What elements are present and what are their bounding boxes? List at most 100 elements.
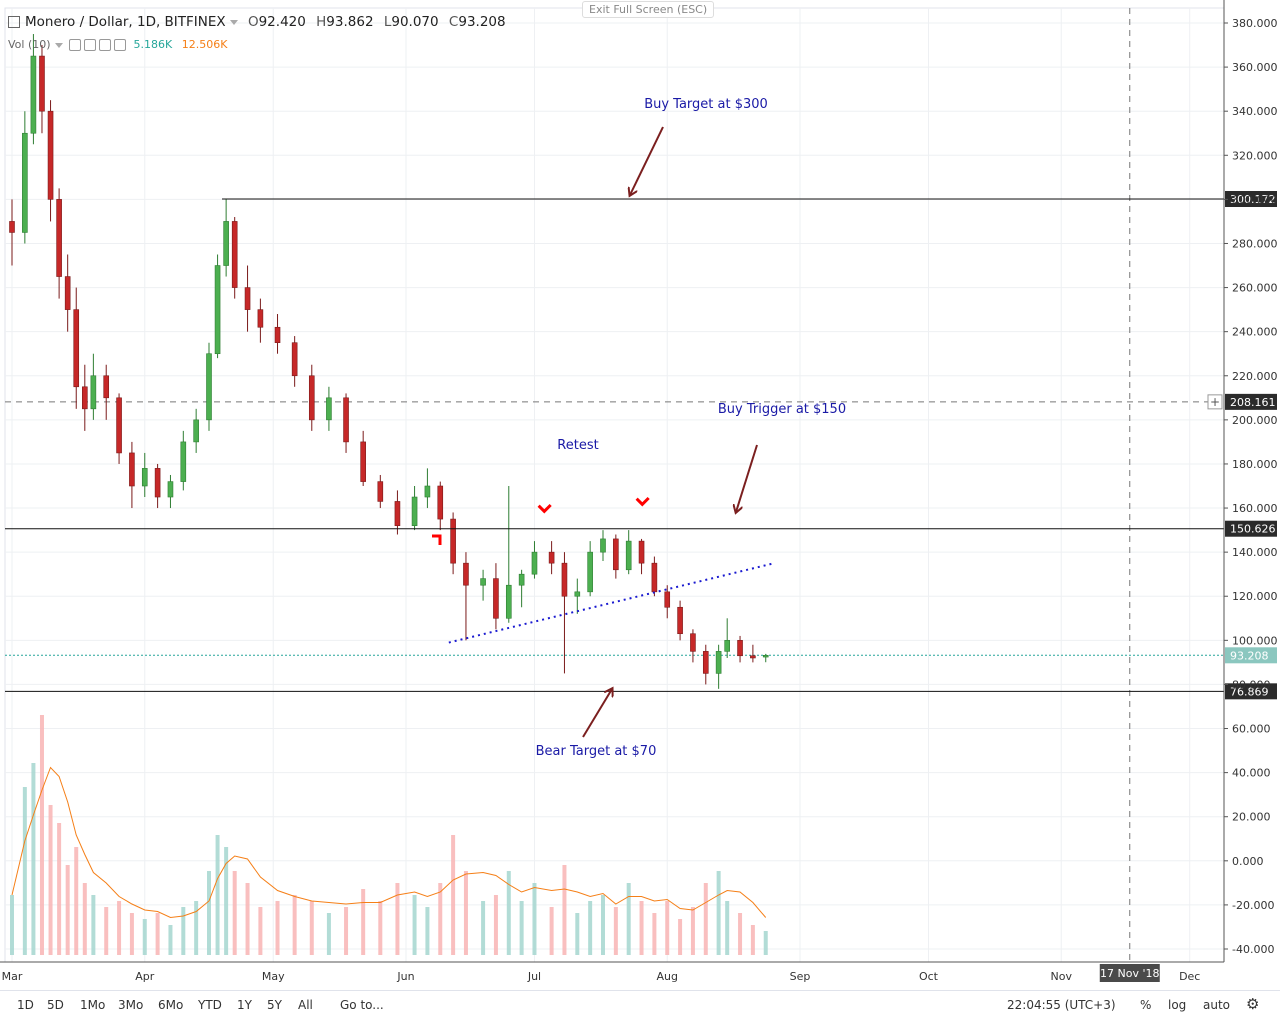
x-tick-label: Apr <box>135 970 155 983</box>
price-label-text: 150.626 <box>1230 523 1276 536</box>
volume-bar <box>39 715 44 955</box>
candle-body <box>291 342 298 377</box>
candle-body <box>193 419 199 443</box>
close-icon[interactable] <box>114 39 127 51</box>
y-tick-label: 0.000 <box>1232 855 1264 868</box>
range-button-all[interactable]: All <box>298 998 313 1012</box>
y-tick-label: 40.000 <box>1232 767 1271 780</box>
candle-body <box>90 375 97 410</box>
candlestick-series <box>9 34 769 689</box>
range-button-1d[interactable]: 1D <box>17 998 34 1012</box>
volume-bar <box>344 907 349 955</box>
volume-ma-value: 12.506K <box>181 38 228 51</box>
volume-bar <box>245 883 250 955</box>
crosshair-date-box <box>1099 964 1160 982</box>
volume-bar <box>10 895 14 955</box>
candle-body <box>480 578 486 586</box>
candle-body <box>664 591 671 608</box>
candle-body <box>715 651 722 674</box>
price-label-text: 93.208 <box>1230 649 1269 662</box>
range-button-5d[interactable]: 5D <box>47 998 64 1012</box>
volume-bar <box>626 883 631 955</box>
range-button-6mo[interactable]: 6Mo <box>158 998 184 1012</box>
volume-bar <box>519 901 524 955</box>
candle-body <box>154 468 161 498</box>
candle-body <box>180 441 187 482</box>
candle-body <box>505 584 512 619</box>
volume-value: 5.186K <box>133 38 173 51</box>
x-tick-label: Jun <box>396 970 414 983</box>
range-button-3mo[interactable]: 3Mo <box>118 998 144 1012</box>
candle-body <box>257 309 264 328</box>
candle-body <box>762 655 769 658</box>
symbol-square-icon[interactable] <box>8 16 20 28</box>
candle-body <box>360 441 366 482</box>
volume-bar <box>378 901 383 955</box>
volume-bar <box>716 871 721 955</box>
candle-body <box>244 287 251 310</box>
volume-bar <box>258 907 263 955</box>
y-tick-label: 140.000 <box>1232 546 1278 559</box>
candle-body <box>424 485 431 498</box>
range-button-5y[interactable]: 5Y <box>267 998 282 1012</box>
volume-bar <box>129 913 134 955</box>
volume-bar <box>481 901 486 955</box>
y-tick-label: 120.000 <box>1232 590 1278 603</box>
candle-body <box>493 578 499 619</box>
y-tick-label: 260.000 <box>1232 282 1278 295</box>
percent-toggle[interactable]: % <box>1140 998 1152 1012</box>
candle-body <box>167 481 174 498</box>
volume-bar <box>425 907 430 955</box>
candle-body <box>394 501 401 526</box>
log-toggle[interactable]: log <box>1168 998 1187 1012</box>
candle-body <box>587 551 593 593</box>
chevron-down-icon[interactable] <box>54 42 63 48</box>
symbol-title[interactable]: Monero / Dollar, 1D, BITFINEX <box>25 14 226 30</box>
volume-bar <box>575 913 580 955</box>
trendline <box>448 562 775 644</box>
x-tick-label: Sep <box>790 970 811 983</box>
volume-bar <box>168 925 173 955</box>
exit-fullscreen-button[interactable]: Exit Full Screen (ESC) <box>582 1 715 18</box>
volume-bar <box>74 847 79 955</box>
volume-bar <box>652 913 657 955</box>
retest-marker-icon <box>635 496 650 507</box>
candle-body <box>651 562 658 593</box>
settings-icon[interactable] <box>84 39 97 51</box>
gear-icon[interactable]: ⚙ <box>1246 995 1260 1013</box>
annotation-label: Buy Trigger at $150 <box>718 402 846 417</box>
y-tick-label: 240.000 <box>1232 326 1278 339</box>
range-button-1mo[interactable]: 1Mo <box>80 998 106 1012</box>
ohlc-low: L90.070 <box>383 14 439 30</box>
candle-body <box>116 397 122 454</box>
goto-button[interactable]: Go to... <box>340 998 384 1012</box>
volume-bar <box>194 901 199 955</box>
plus-icon: + <box>1210 395 1220 409</box>
range-button-1y[interactable]: 1Y <box>237 998 252 1012</box>
y-tick-label: -40.000 <box>1232 943 1274 956</box>
volume-bar <box>104 907 109 955</box>
y-tick-label: -20.000 <box>1232 899 1274 912</box>
clock-time: 22:04:55 (UTC+3) <box>1007 998 1116 1012</box>
y-tick-label: 200.000 <box>1232 414 1278 427</box>
candle-body <box>450 518 456 564</box>
volume-bar <box>326 913 331 955</box>
price-label-box <box>1225 520 1277 537</box>
price-label-text: 208.161 <box>1230 396 1276 409</box>
chevron-down-icon[interactable] <box>229 19 238 25</box>
y-tick-label: 160.000 <box>1232 502 1278 515</box>
volume-bar <box>155 913 160 955</box>
volume-bar <box>22 787 27 955</box>
add-icon[interactable] <box>99 39 112 51</box>
volume-bar <box>292 895 297 955</box>
grid-lines <box>4 7 1225 963</box>
auto-toggle[interactable]: auto <box>1203 998 1231 1012</box>
volume-bar <box>181 907 186 955</box>
volume-bar <box>395 883 400 955</box>
range-button-ytd[interactable]: YTD <box>198 998 222 1012</box>
ohlc-high: H93.862 <box>316 14 374 30</box>
x-tick-label: Dec <box>1179 970 1200 983</box>
eye-icon[interactable] <box>69 39 82 51</box>
candle-body <box>377 481 384 502</box>
